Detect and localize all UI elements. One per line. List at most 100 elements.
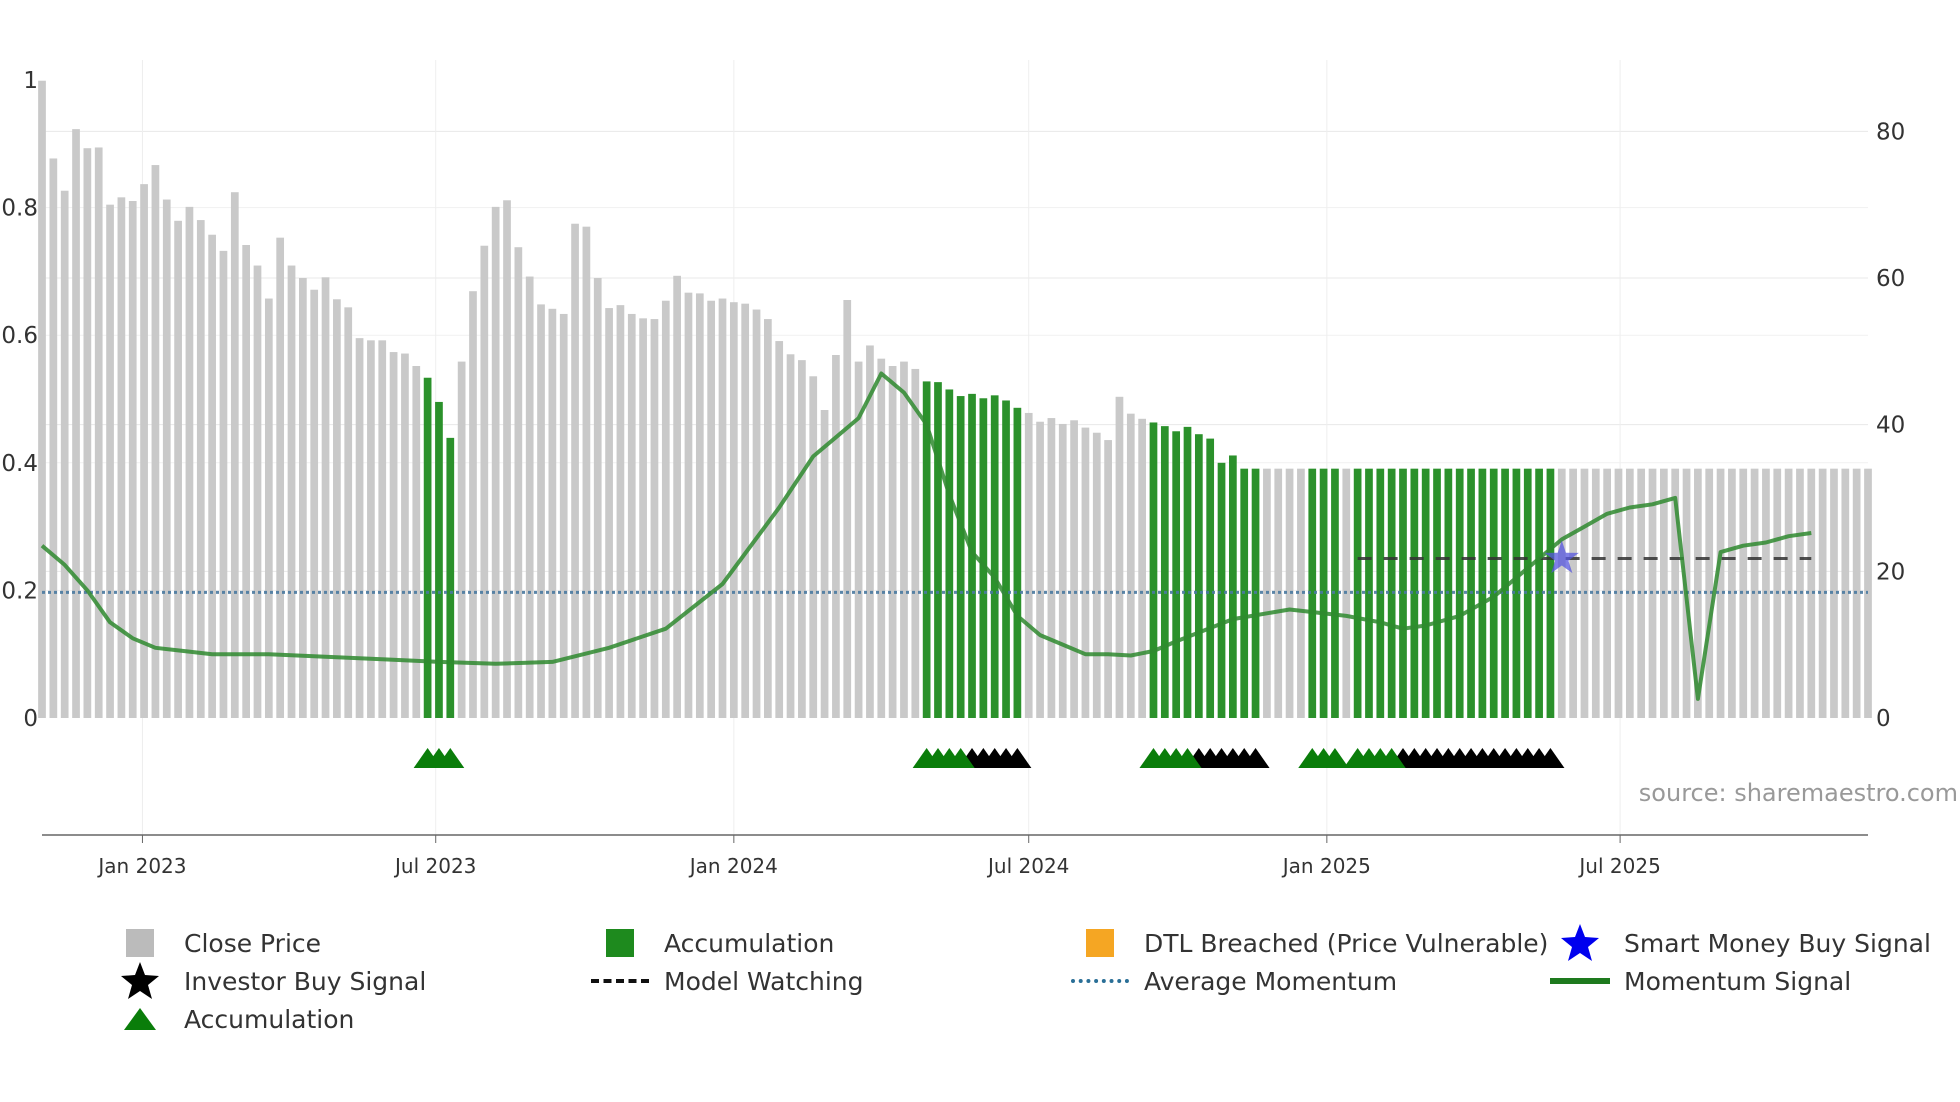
solid-line-icon	[1550, 963, 1610, 999]
black-star-icon	[110, 962, 170, 999]
accumulation-bar	[1308, 468, 1317, 718]
close-price-bar	[525, 276, 534, 718]
close-price-bar	[900, 361, 908, 718]
close-price-bar	[412, 366, 421, 718]
legend: Close Price Accumulation DTL Breached (P…	[110, 924, 1950, 1045]
accumulation-bar	[1217, 462, 1226, 718]
close-price-bar	[1603, 468, 1611, 718]
close-price-bar	[1058, 423, 1067, 718]
close-price-bar	[820, 410, 829, 718]
close-price-bar	[718, 298, 727, 718]
dashed-line-icon	[590, 963, 650, 999]
close-price-bar	[1614, 468, 1623, 718]
close-price-bar	[117, 197, 126, 719]
close-price-bar	[775, 341, 784, 718]
close-price-bar	[367, 340, 375, 718]
close-price-bar	[752, 309, 761, 718]
close-price-bar	[162, 199, 171, 719]
legend-item-accumulation-triangle: Accumulation	[110, 1001, 354, 1037]
y-right-tick-label: 40	[1876, 413, 1905, 439]
close-price-bar	[684, 292, 693, 718]
close-price-bar	[401, 353, 409, 718]
y-left-tick-label: 0.6	[1, 323, 38, 349]
accumulation-triangle	[946, 748, 975, 768]
close-price-bar	[1104, 440, 1112, 718]
accumulation-bar	[934, 382, 942, 718]
close-price-bar	[1728, 468, 1736, 718]
legend-item-accumulation: Accumulation	[590, 925, 834, 961]
close-price-bar	[106, 204, 114, 718]
close-price-bar	[264, 298, 273, 718]
close-price-bar	[1126, 413, 1135, 718]
accumulation-bar	[1387, 468, 1396, 718]
close-price-bar	[1036, 421, 1044, 718]
close-price-bar	[1807, 468, 1816, 718]
close-price-bar	[707, 300, 716, 718]
close-price-bar	[230, 192, 239, 718]
investor-buy-triangle	[1241, 748, 1270, 768]
x-tick-label: Jul 2023	[393, 854, 476, 878]
close-price-bar	[94, 147, 103, 718]
close-price-bar	[877, 358, 886, 718]
close-price-bar	[1115, 396, 1124, 718]
legend-label-dtl-breached: DTL Breached (Price Vulnerable)	[1144, 928, 1549, 958]
close-price-bar	[1739, 468, 1748, 718]
accumulation-bar	[979, 398, 988, 718]
momentum-signal-line	[40, 371, 1812, 701]
chart-area: Jan 2023 Jul 2023 Jan 2024 Jul 2024 Jan 2025…	[1, 60, 1958, 878]
close-price-bar	[514, 247, 523, 718]
y-right-tick-label: 20	[1876, 559, 1905, 585]
close-price-bar	[287, 265, 296, 718]
close-price-bar	[60, 190, 69, 718]
x-tick-label: Jan 2024	[688, 854, 778, 878]
close-price-bar	[1591, 468, 1600, 718]
close-price-bar	[1830, 468, 1838, 718]
accumulation-bar	[1501, 468, 1509, 718]
legend-label-average-momentum: Average Momentum	[1144, 966, 1398, 996]
accumulation-triangle	[436, 748, 465, 768]
close-price-bar	[1818, 468, 1827, 718]
close-price-bar	[469, 291, 477, 718]
legend-label-smart-money-buy: Smart Money Buy Signal	[1624, 928, 1931, 958]
smart-money-buy-star	[1544, 540, 1579, 574]
close-price-swatch-icon	[110, 925, 170, 961]
close-price-bar	[729, 302, 738, 718]
accumulation-bar	[423, 377, 432, 718]
close-price-bar	[457, 361, 466, 718]
close-price-bar	[650, 319, 659, 718]
accumulation-triangle	[1377, 748, 1406, 768]
close-price-bar	[809, 376, 818, 718]
close-price-bar	[741, 303, 750, 718]
accumulation-bar	[1512, 468, 1521, 718]
accumulation-bar	[1002, 400, 1010, 718]
close-price-bar	[49, 158, 58, 718]
accumulation-bar	[1433, 468, 1441, 718]
y-right-tick-label: 60	[1876, 266, 1905, 292]
close-price-bar	[378, 340, 387, 718]
close-price-bar	[253, 265, 262, 718]
close-price-bar	[605, 308, 613, 718]
close-price-bar	[911, 368, 920, 718]
investor-buy-triangle	[1003, 748, 1032, 768]
legend-item-dtl-breached: DTL Breached (Price Vulnerable)	[1070, 925, 1548, 961]
close-price-bar	[673, 275, 681, 718]
close-price-bar	[72, 129, 80, 719]
close-price-bar	[1070, 420, 1078, 718]
accumulation-bar	[968, 393, 976, 718]
y-left-tick-label: 0	[23, 706, 38, 732]
accumulation-bar	[1421, 468, 1430, 718]
close-price-bar	[593, 278, 602, 718]
accumulation-bar	[1206, 438, 1215, 718]
y-left-tick-label: 0.2	[1, 578, 38, 604]
accumulation-bar	[1172, 431, 1181, 718]
close-price-bar	[128, 201, 137, 718]
legend-item-smart-money-buy: Smart Money Buy Signal	[1550, 924, 1931, 961]
close-price-bar	[548, 308, 557, 718]
close-price-bar	[503, 200, 511, 718]
close-price-bar	[242, 245, 251, 718]
close-price-bar	[616, 305, 625, 718]
dotted-line-icon	[1070, 963, 1130, 999]
accumulation-bar	[435, 401, 443, 718]
legend-item-average-momentum: Average Momentum	[1070, 963, 1397, 999]
accumulation-bar	[1013, 407, 1022, 718]
